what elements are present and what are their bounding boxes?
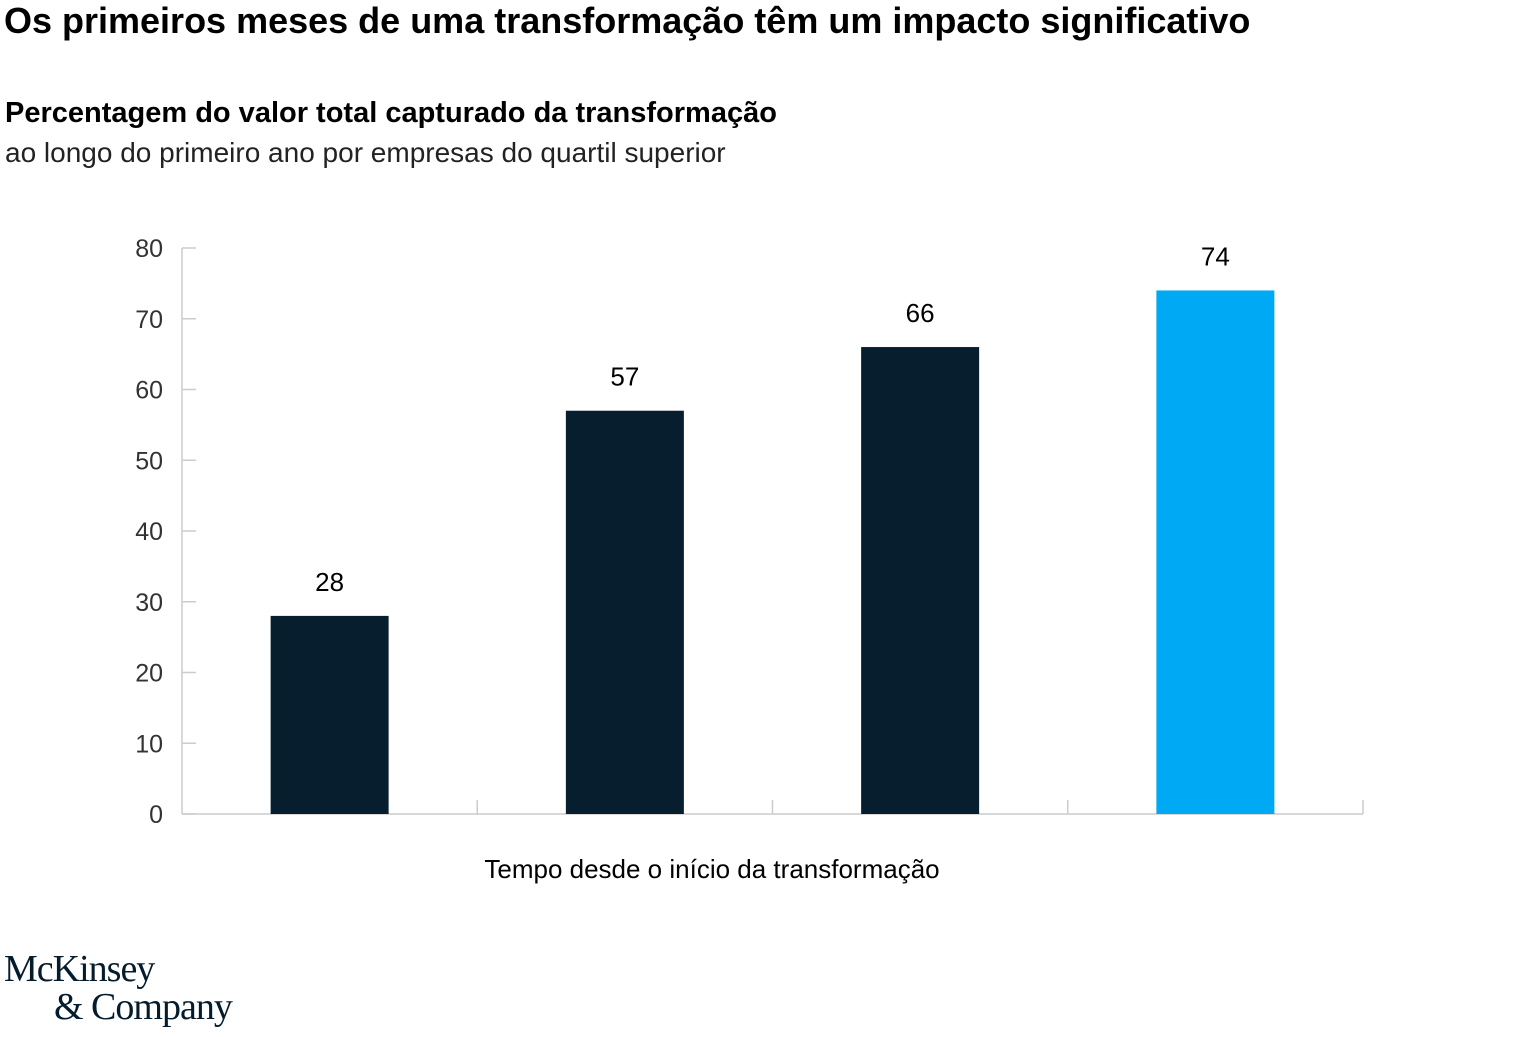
y-tick-label: 20 (135, 660, 163, 688)
chart-subtitle: Percentagem do valor total capturado da … (5, 97, 777, 129)
bar-data-label: 66 (906, 298, 935, 328)
y-tick-label: 40 (135, 518, 163, 546)
bar-data-label: 74 (1201, 241, 1230, 271)
bar (1156, 290, 1275, 814)
bar (565, 410, 684, 814)
logo-line-2: & Company (54, 986, 233, 1028)
mckinsey-logo: McKinsey & Company (4, 948, 233, 1028)
y-tick-label: 80 (135, 235, 163, 263)
y-tick-label: 30 (135, 589, 163, 617)
y-tick-label: 0 (149, 801, 163, 829)
y-tick-label: 60 (135, 377, 163, 405)
y-tick-label: 10 (135, 730, 163, 758)
y-tick-label: 50 (135, 447, 163, 475)
bar (861, 347, 980, 814)
bar-data-label: 28 (315, 567, 344, 597)
bar-data-label: 57 (610, 362, 639, 392)
chart-subtitle-detail: ao longo do primeiro ano por empresas do… (5, 137, 726, 168)
x-axis-label: Tempo desde o início da transformação (484, 854, 940, 884)
bar (270, 615, 389, 814)
y-tick-label: 70 (135, 306, 163, 334)
chart-title: Os primeiros meses de uma transformação … (4, 0, 1251, 41)
logo-line-1: McKinsey (4, 948, 155, 990)
